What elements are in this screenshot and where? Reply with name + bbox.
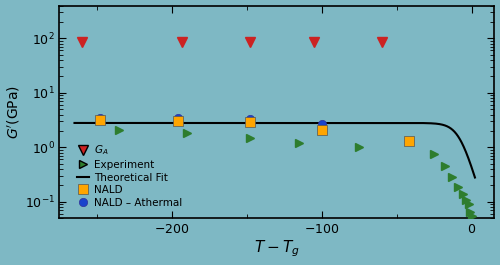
Legend: $G_A$, Experiment, Theoretical Fit, NALD, NALD – Athermal: $G_A$, Experiment, Theoretical Fit, NALD… xyxy=(74,140,186,211)
Y-axis label: $G'(\mathrm{GPa})$: $G'(\mathrm{GPa})$ xyxy=(6,85,22,139)
X-axis label: $T - T_g$: $T - T_g$ xyxy=(254,239,300,259)
